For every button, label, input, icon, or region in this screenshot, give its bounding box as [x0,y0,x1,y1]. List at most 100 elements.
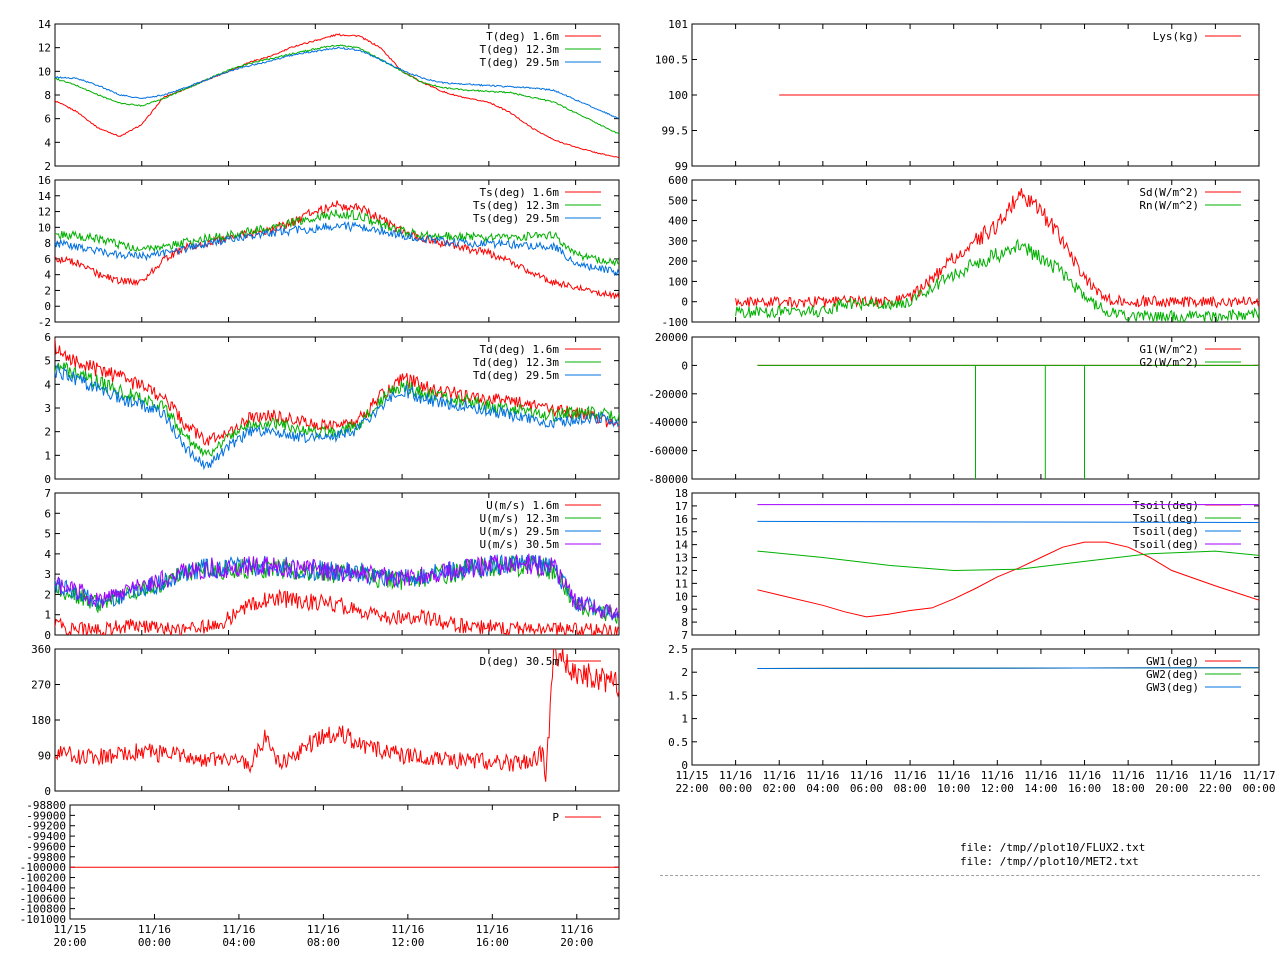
x-tick-label: 11/16 [1068,769,1101,782]
series-line-rad-1 [735,238,1259,322]
legend-label: Tsoil(deg) [1133,512,1199,525]
series-line-gw-2 [757,667,1259,669]
legend-label: Lys(kg) [1153,30,1199,43]
y-tick-label: 6 [44,507,51,520]
y-tick-label: 2 [44,426,51,439]
series-line-rad-0 [735,188,1259,310]
y-tick-label: 100 [668,275,688,288]
legend-label: Ts(deg) 1.6m [480,186,560,199]
y-tick-label: 0 [681,359,688,372]
series-line-t-0 [55,33,619,159]
plot-frame [691,492,1260,636]
x-tick-label: 08:00 [307,936,340,949]
legend-label: U(m/s) 30.5m [480,538,560,551]
y-tick-label: 300 [668,235,688,248]
divider [660,875,1260,876]
legend-label: U(m/s) 29.5m [480,525,560,538]
legend-label: Tsoil(deg) [1133,525,1199,538]
y-tick-label: -20000 [648,388,688,401]
series-line-ts-0 [55,200,619,300]
legend-label: D(deg) 30.5m [480,655,560,668]
y-tick-label: 20000 [655,331,688,344]
series-line-u-1 [55,555,619,624]
x-tick-label: 11/16 [138,923,171,936]
y-tick-label: 6 [44,331,51,344]
y-tick-label: 0 [681,296,688,309]
y-tick-label: 1 [681,713,688,726]
y-tick-label: 3 [44,568,51,581]
y-tick-label: 2.5 [668,643,688,656]
y-tick-label: 4 [44,136,51,149]
x-tick-label: 08:00 [894,782,927,795]
y-tick-label: -100600 [20,892,66,905]
series-line-u-3 [55,553,619,620]
series-line-tsoil-2 [757,520,1259,524]
chart-rad: -100 0 100 200 300 400 500 600 Sd(W/m^2)Rn(W/m^2… [662,174,1260,329]
plot-frame [691,648,1260,766]
y-tick-label: -40000 [648,416,688,429]
y-tick-label: 2 [44,160,51,173]
x-tick-label: 11/16 [391,923,424,936]
y-tick-label: 600 [668,174,688,187]
x-tick-label: 11/16 [850,769,883,782]
y-tick-label: -99800 [26,851,66,864]
legend-label: Tsoil(deg) [1133,538,1199,551]
legend-label: G2(W/m^2) [1139,356,1199,369]
y-tick-label: 6 [44,113,51,126]
series-line-u-0 [55,588,619,635]
y-tick-label: 9 [681,603,688,616]
y-tick-label: -100 [662,316,689,329]
y-tick-label: -101000 [20,913,66,926]
legend-label: U(m/s) 1.6m [486,499,559,512]
y-tick-label: 10 [38,65,51,78]
y-tick-label: 14 [38,18,52,31]
x-tick-label: 20:00 [560,936,593,949]
legend-label: Ts(deg) 29.5m [473,212,559,225]
plot-frame [69,804,620,920]
y-tick-label: 1 [44,609,51,622]
x-tick-label: 18:00 [1112,782,1145,795]
plot-frame [54,179,620,323]
y-tick-label: 5 [44,528,51,541]
legend-label: T(deg) 29.5m [480,56,560,69]
chart-p: -101000-100800-100600-100400-100200-1000… [20,799,620,949]
legend-label: GW2(deg) [1146,668,1199,681]
y-tick-label: 15 [675,526,688,539]
legend-label: U(m/s) 12.3m [480,512,560,525]
y-tick-label: 3 [44,402,51,415]
x-tick-label: 12:00 [391,936,424,949]
y-tick-label: 2 [44,284,51,297]
x-tick-label: 11/16 [476,923,509,936]
plot-frame [54,492,620,636]
y-tick-label: 400 [668,215,688,228]
y-tick-label: 7 [681,629,688,642]
chart-d: 0 90 180 270 360 D(deg) 30.5m [31,643,620,798]
x-tick-label: 00:00 [719,782,752,795]
x-tick-label: 20:00 [53,936,86,949]
y-tick-label: 101 [668,18,688,31]
y-tick-label: 4 [44,548,51,561]
y-tick-label: 99 [675,160,688,173]
x-tick-label: 11/16 [719,769,752,782]
legend-label: GW3(deg) [1146,681,1199,694]
y-tick-label: 12 [38,206,51,219]
y-tick-label: 11 [675,577,688,590]
y-tick-label: 2 [681,666,688,679]
y-tick-label: 7 [44,487,51,500]
y-tick-label: 270 [31,679,51,692]
chart-t: 2 4 6 8 10 12 14 T(deg) 1.6mT(deg) 12.3mT(deg) … [38,18,620,173]
y-tick-label: -99600 [26,840,66,853]
series-line-td-0 [55,338,619,446]
y-tick-label: 4 [44,378,51,391]
x-tick-label: 11/16 [981,769,1014,782]
x-tick-label: 04:00 [222,936,255,949]
x-tick-label: 00:00 [1242,782,1275,795]
y-tick-label: 8 [44,89,51,102]
x-tick-label: 11/16 [1155,769,1188,782]
y-tick-label: 4 [44,269,51,282]
y-tick-label: 0 [44,629,51,642]
x-tick-label: 11/16 [806,769,839,782]
y-tick-label: -100000 [20,861,66,874]
